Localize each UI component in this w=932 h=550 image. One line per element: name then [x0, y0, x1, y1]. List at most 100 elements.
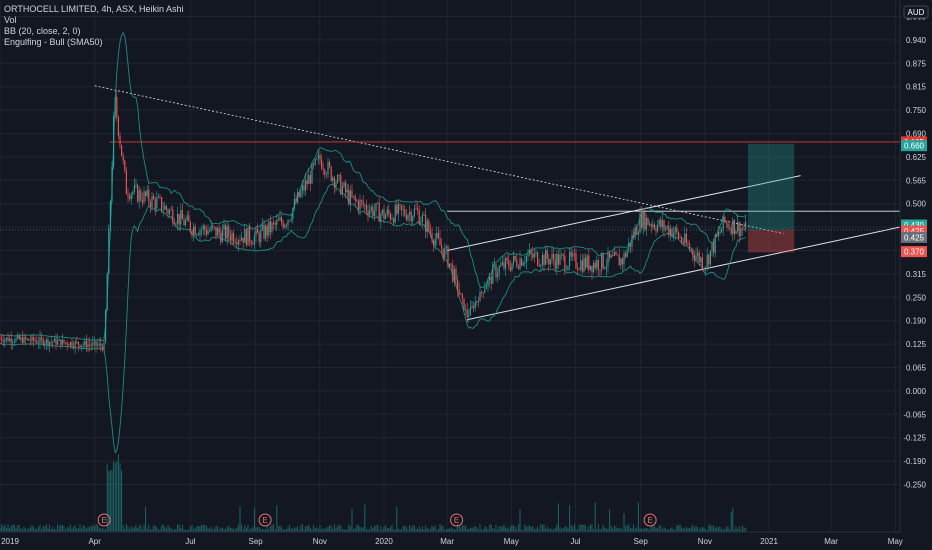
- price-axis[interactable]: [900, 0, 932, 532]
- candle-body: [385, 214, 387, 219]
- candle-body: [597, 260, 599, 270]
- candle-body: [113, 116, 115, 167]
- candle-body: [292, 208, 294, 219]
- volume-bar: [732, 508, 734, 532]
- volume-bar: [10, 525, 12, 532]
- legend-vol[interactable]: Vol: [4, 15, 17, 25]
- volume-bar: [687, 528, 689, 532]
- volume-bar: [271, 524, 273, 532]
- candle-body: [255, 228, 257, 237]
- y-tick-label: 0.875: [906, 59, 927, 68]
- candle-body: [68, 344, 70, 346]
- volume-bar: [469, 527, 471, 532]
- volume-bar: [503, 524, 505, 532]
- volume-bar: [501, 526, 503, 532]
- candle-body: [421, 215, 423, 222]
- candle-body: [122, 155, 124, 161]
- volume-bar: [730, 511, 732, 532]
- candle-body: [33, 336, 35, 341]
- volume-bar: [679, 524, 681, 532]
- candle-body: [149, 202, 151, 207]
- volume-bar: [706, 529, 708, 532]
- candle-body: [629, 242, 631, 247]
- candle-body: [314, 159, 316, 165]
- candle-body: [191, 230, 193, 235]
- volume-bar: [111, 470, 113, 532]
- candle-body: [681, 237, 683, 242]
- volume-bar: [365, 528, 367, 532]
- volume-bar: [268, 529, 270, 532]
- volume-bar: [481, 529, 483, 532]
- candle-body: [537, 252, 539, 266]
- candle-body: [111, 166, 113, 202]
- candle-body: [498, 266, 500, 275]
- candle-body: [148, 189, 150, 203]
- volume-bar: [269, 526, 271, 532]
- volume-bar: [612, 528, 614, 532]
- target-zone: [747, 143, 795, 230]
- candle-body: [317, 154, 319, 159]
- volume-bar: [154, 525, 156, 532]
- candle-body: [335, 182, 337, 188]
- volume-bar: [108, 471, 110, 532]
- volume-bar: [721, 529, 723, 532]
- channel-lower-line: [466, 219, 932, 321]
- volume-bar: [485, 527, 487, 532]
- candle-body: [341, 186, 343, 195]
- candle-body: [554, 259, 556, 269]
- volume-bar: [593, 529, 595, 532]
- candle-body: [452, 264, 454, 282]
- volume-bar: [356, 524, 358, 532]
- volume-bar: [69, 524, 71, 532]
- volume-bar: [242, 529, 244, 532]
- candle-body: [642, 211, 644, 228]
- volume-bar: [492, 528, 494, 532]
- candle-body: [561, 254, 563, 256]
- earnings-marker: [258, 513, 272, 527]
- candle-body: [71, 342, 73, 347]
- candle-body: [381, 209, 383, 215]
- candle-body: [212, 225, 214, 228]
- candle-body: [0, 338, 1, 340]
- volume-bar: [490, 524, 492, 532]
- volume-bar: [161, 525, 163, 532]
- time-axis[interactable]: [0, 532, 932, 550]
- candle-body: [345, 182, 347, 193]
- earnings-label: E: [101, 516, 106, 525]
- candle-body: [493, 264, 495, 266]
- candle-body: [61, 339, 63, 346]
- volume-bar: [628, 524, 630, 532]
- legend-bb[interactable]: BB (20, close, 2, 0): [4, 26, 81, 36]
- volume-bar: [474, 525, 476, 532]
- candle-body: [668, 225, 670, 236]
- candle-body: [677, 231, 679, 238]
- candle-body: [114, 96, 116, 117]
- candle-body: [413, 208, 415, 217]
- candle-body: [236, 242, 238, 245]
- volume-bar: [2, 526, 4, 532]
- candle-body: [100, 343, 102, 347]
- candle-body: [13, 341, 15, 343]
- candle-body: [607, 252, 609, 266]
- currency-button[interactable]: AUD: [903, 5, 929, 19]
- candle-body: [311, 164, 313, 184]
- volume-bar: [399, 529, 401, 532]
- legend-engulfing[interactable]: Engulfing - Bull (SMA50): [4, 37, 103, 47]
- volume-bar: [540, 524, 542, 532]
- volume-bar: [564, 526, 566, 532]
- volume-bar: [437, 528, 439, 532]
- candle-body: [620, 258, 622, 266]
- candle-body: [98, 343, 100, 345]
- candle-body: [95, 341, 97, 346]
- volume-bar: [741, 525, 743, 532]
- volume-bar: [314, 528, 316, 532]
- legend-symbol[interactable]: ORTHOCELL LIMITED, 4h, ASX, Heikin Ashi: [4, 4, 184, 14]
- volume-bar: [301, 524, 303, 532]
- long-position-tool[interactable]: [747, 143, 795, 253]
- candle-body: [741, 228, 743, 230]
- volume-bar: [668, 529, 670, 532]
- volume-bar: [236, 527, 238, 532]
- volume-bar: [298, 529, 300, 532]
- candle-body: [269, 221, 271, 233]
